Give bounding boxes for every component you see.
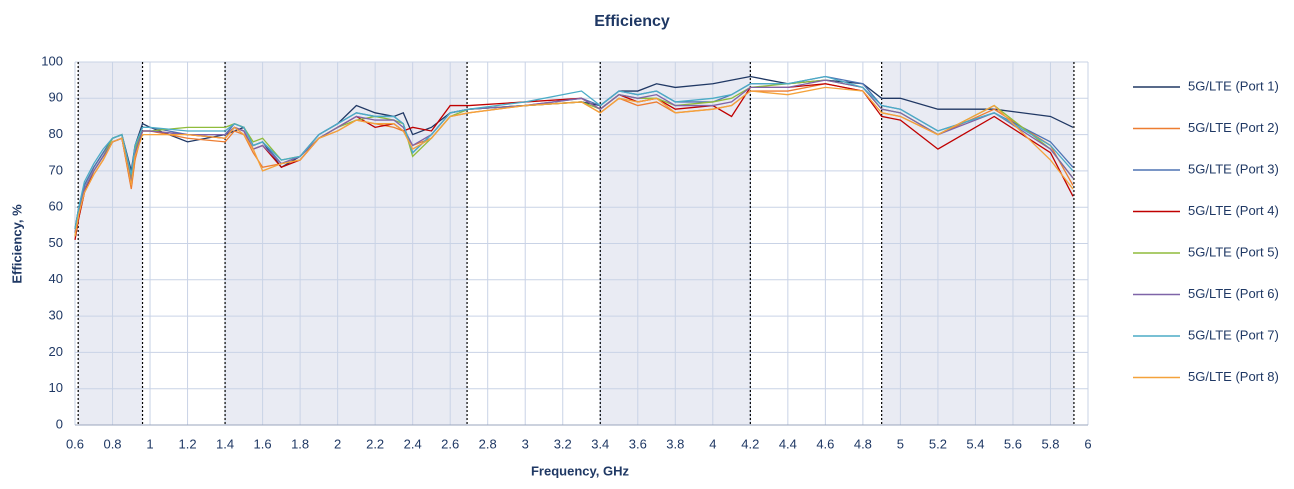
x-tick-label: 1: [146, 436, 153, 451]
y-tick-label: 10: [49, 380, 63, 395]
y-tick-label: 50: [49, 235, 63, 250]
x-tick-label: 1.8: [291, 436, 309, 451]
x-tick-label: 4.8: [854, 436, 872, 451]
series-line: [74, 75, 1074, 230]
y-tick-label: 90: [49, 90, 63, 105]
x-tick-label: 1.2: [179, 436, 197, 451]
legend-label: 5G/LTE (Port 8): [1188, 369, 1279, 384]
x-tick-label: 3.6: [629, 436, 647, 451]
x-tick-label: 5: [897, 436, 904, 451]
x-tick-label: 5.8: [1041, 436, 1059, 451]
x-tick-label: 2: [334, 436, 341, 451]
x-tick-label: 4.6: [816, 436, 834, 451]
x-tick-label: 2.6: [441, 436, 459, 451]
y-tick-label: 60: [49, 199, 63, 214]
x-tick-label: 0.6: [66, 436, 84, 451]
x-tick-label: 1.4: [216, 436, 234, 451]
y-tick-label: 30: [49, 308, 63, 323]
x-tick-label: 6: [1084, 436, 1091, 451]
x-tick-label: 4: [709, 436, 716, 451]
legend-label: 5G/LTE (Port 7): [1188, 327, 1279, 342]
y-tick-label: 40: [49, 271, 63, 286]
x-tick-label: 2.4: [404, 436, 422, 451]
y-tick-label: 80: [49, 126, 63, 141]
legend-label: 5G/LTE (Port 6): [1188, 286, 1279, 301]
x-tick-label: 5.4: [966, 436, 984, 451]
x-tick-label: 5.6: [1004, 436, 1022, 451]
legend-label: 5G/LTE (Port 2): [1188, 120, 1279, 135]
chart-title: Efficiency: [594, 13, 670, 30]
x-tick-label: 0.8: [103, 436, 121, 451]
y-tick-label: 100: [41, 53, 63, 68]
x-tick-label: 3.8: [666, 436, 684, 451]
legend-label: 5G/LTE (Port 3): [1188, 161, 1279, 176]
y-tick-label: 70: [49, 162, 63, 177]
y-axis-label: Efficiency, %: [9, 204, 24, 284]
x-tick-label: 3.2: [554, 436, 572, 451]
x-tick-label: 2.8: [479, 436, 497, 451]
y-tick-label: 0: [56, 416, 63, 431]
x-tick-label: 3.4: [591, 436, 609, 451]
x-tick-label: 3: [522, 436, 529, 451]
legend-label: 5G/LTE (Port 5): [1188, 244, 1279, 259]
legend-label: 5G/LTE (Port 1): [1188, 78, 1279, 93]
series-line: [74, 86, 1074, 237]
x-tick-label: 5.2: [929, 436, 947, 451]
x-axis-label: Frequency, GHz: [531, 463, 630, 478]
x-tick-label: 4.4: [779, 436, 797, 451]
x-tick-label: 2.2: [366, 436, 384, 451]
x-tick-label: 1.6: [254, 436, 272, 451]
y-tick-label: 20: [49, 344, 63, 359]
x-tick-label: 4.2: [741, 436, 759, 451]
legend-label: 5G/LTE (Port 4): [1188, 203, 1279, 218]
